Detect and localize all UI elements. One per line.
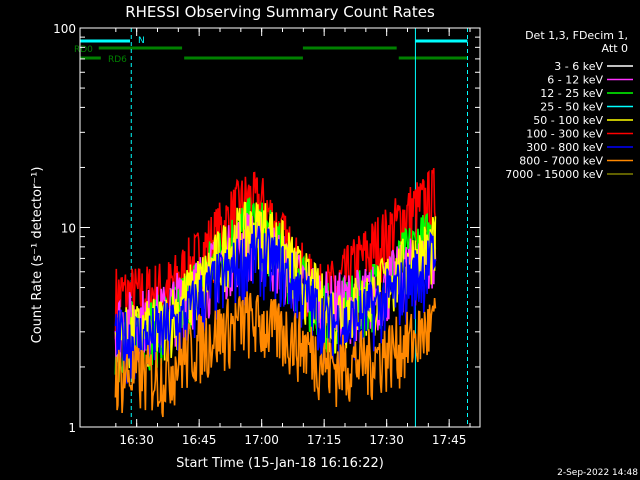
legend-label-4: 50 - 100 keV	[533, 114, 603, 127]
x-tick-label-1: 16:45	[182, 433, 217, 447]
y-tick-label-1: 10	[61, 222, 76, 236]
legend-label-2: 12 - 25 keV	[540, 87, 603, 100]
x-tick-label-3: 17:15	[307, 433, 342, 447]
flag-label-rd6: RD6	[108, 55, 127, 65]
x-tick-label-4: 17:30	[369, 433, 404, 447]
x-tick-label-5: 17:45	[432, 433, 467, 447]
legend-label-5: 100 - 300 keV	[526, 128, 603, 141]
legend-label-1: 6 - 12 keV	[547, 74, 603, 87]
chart-title: RHESSI Observing Summary Count Rates	[125, 3, 435, 21]
x-axis-label: Start Time (15-Jan-18 16:16:22)	[176, 456, 384, 471]
legend-label-3: 25 - 50 keV	[540, 101, 603, 114]
date-stamp: 2-Sep-2022 14:48	[557, 468, 638, 478]
legend-label-7: 800 - 7000 keV	[519, 155, 603, 168]
series-trace	[114, 291, 437, 418]
x-tick-label-2: 17:00	[244, 433, 279, 447]
x-axis: 16:30 16:45 17:00 17:15 17:30 17:45	[115, 28, 471, 447]
series-800-7000-kev	[114, 291, 437, 418]
flag-label-n: N	[138, 36, 145, 46]
legend-label-0: 3 - 6 keV	[554, 60, 603, 73]
y-axis: 1 10 100	[53, 22, 480, 435]
legend-header-1: Att 0	[602, 42, 628, 55]
plot-content: N RD0 RD6	[74, 28, 468, 427]
flag-label-rd0: RD0	[74, 45, 93, 55]
y-tick-label-2: 100	[53, 22, 76, 36]
legend-label-8: 7000 - 15000 keV	[505, 168, 603, 181]
y-axis-label: Count Rate (s⁻¹ detector⁻¹)	[30, 167, 45, 344]
legend-label-6: 300 - 800 keV	[526, 141, 603, 154]
legend-header-0: Det 1,3, FDecim 1,	[525, 29, 628, 42]
y-tick-label-0: 1	[68, 421, 76, 435]
x-tick-label-0: 16:30	[119, 433, 154, 447]
